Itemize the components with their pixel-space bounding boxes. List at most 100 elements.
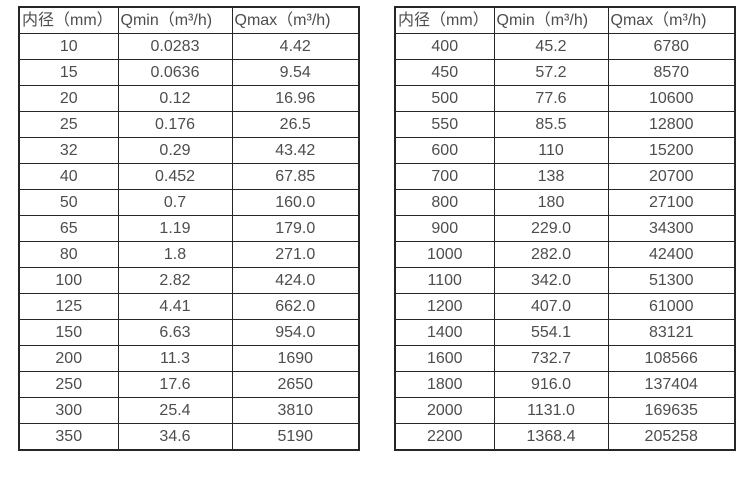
cell: 57.2 [493, 59, 609, 86]
cell: 0.12 [117, 85, 233, 112]
cell: 0.452 [117, 163, 233, 190]
cell: 65 [18, 215, 119, 242]
cell: 916.0 [493, 371, 609, 398]
cell: 450 [394, 59, 495, 86]
column-header-0: 内径（mm） [394, 6, 495, 34]
cell: 45.2 [493, 33, 609, 60]
cell: 32 [18, 137, 119, 164]
cell: 350 [18, 423, 119, 451]
cell: 83121 [607, 319, 736, 346]
cell: 125 [18, 293, 119, 320]
table-row: 40 0.452 67.85 [18, 163, 360, 190]
table-row: 1100 342.0 51300 [394, 267, 736, 294]
table-row: 10 0.0283 4.42 [18, 33, 360, 60]
table-row: 900 229.0 34300 [394, 215, 736, 242]
cell: 34.6 [117, 423, 233, 451]
cell: 137404 [607, 371, 736, 398]
table-row: 65 1.19 179.0 [18, 215, 360, 242]
cell: 700 [394, 163, 495, 190]
cell: 26.5 [231, 111, 360, 138]
cell: 27100 [607, 189, 736, 216]
cell: 51300 [607, 267, 736, 294]
cell: 732.7 [493, 345, 609, 372]
table-row: 150 6.63 954.0 [18, 319, 360, 346]
cell: 25 [18, 111, 119, 138]
column-header-2: Qmax（m³/h) [231, 6, 360, 34]
table-row: 800 180 27100 [394, 189, 736, 216]
cell: 108566 [607, 345, 736, 372]
cell: 0.0636 [117, 59, 233, 86]
cell: 407.0 [493, 293, 609, 320]
cell: 11.3 [117, 345, 233, 372]
table-row: 32 0.29 43.42 [18, 137, 360, 164]
cell: 1.8 [117, 241, 233, 268]
header-row: 内径（mm） Qmin（m³/h) Qmax（m³/h) [394, 6, 736, 34]
cell: 662.0 [231, 293, 360, 320]
column-header-2: Qmax（m³/h) [607, 6, 736, 34]
column-header-1: Qmin（m³/h) [493, 6, 609, 34]
column-header-0: 内径（mm） [18, 6, 119, 34]
cell: 20 [18, 85, 119, 112]
cell: 900 [394, 215, 495, 242]
cell: 2.82 [117, 267, 233, 294]
cell: 800 [394, 189, 495, 216]
cell: 271.0 [231, 241, 360, 268]
cell: 16.96 [231, 85, 360, 112]
cell: 550 [394, 111, 495, 138]
column-header-1: Qmin（m³/h) [117, 6, 233, 34]
cell: 150 [18, 319, 119, 346]
cell: 8570 [607, 59, 736, 86]
cell: 77.6 [493, 85, 609, 112]
cell: 400 [394, 33, 495, 60]
cell: 0.0283 [117, 33, 233, 60]
cell: 42400 [607, 241, 736, 268]
cell: 138 [493, 163, 609, 190]
cell: 17.6 [117, 371, 233, 398]
cell: 100 [18, 267, 119, 294]
cell: 34300 [607, 215, 736, 242]
cell: 1000 [394, 241, 495, 268]
table-row: 600 110 15200 [394, 137, 736, 164]
table-row: 200 11.3 1690 [18, 345, 360, 372]
cell: 85.5 [493, 111, 609, 138]
cell: 9.54 [231, 59, 360, 86]
cell: 2200 [394, 423, 495, 451]
cell: 1400 [394, 319, 495, 346]
cell: 10 [18, 33, 119, 60]
cell: 6.63 [117, 319, 233, 346]
flow-rate-table-large-diameters: 内径（mm） Qmin（m³/h) Qmax（m³/h) 400 45.2 6780 450… [394, 6, 736, 451]
cell: 110 [493, 137, 609, 164]
cell: 43.42 [231, 137, 360, 164]
table-row: 300 25.4 3810 [18, 397, 360, 424]
cell: 169635 [607, 397, 736, 424]
cell: 1131.0 [493, 397, 609, 424]
cell: 0.29 [117, 137, 233, 164]
cell: 4.41 [117, 293, 233, 320]
cell: 40 [18, 163, 119, 190]
cell: 1200 [394, 293, 495, 320]
cell: 205258 [607, 423, 736, 451]
cell: 5190 [231, 423, 360, 451]
cell: 250 [18, 371, 119, 398]
table-row: 50 0.7 160.0 [18, 189, 360, 216]
table-row: 400 45.2 6780 [394, 33, 736, 60]
cell: 3810 [231, 397, 360, 424]
table-row: 15 0.0636 9.54 [18, 59, 360, 86]
flow-rate-table-small-diameters: 内径（mm） Qmin（m³/h) Qmax（m³/h) 10 0.0283 4.42 15… [18, 6, 360, 451]
table-row: 1600 732.7 108566 [394, 345, 736, 372]
table-row: 350 34.6 5190 [18, 423, 360, 451]
cell: 1368.4 [493, 423, 609, 451]
cell: 25.4 [117, 397, 233, 424]
cell: 300 [18, 397, 119, 424]
cell: 600 [394, 137, 495, 164]
cell: 179.0 [231, 215, 360, 242]
cell: 954.0 [231, 319, 360, 346]
cell: 229.0 [493, 215, 609, 242]
cell: 4.42 [231, 33, 360, 60]
flow-rate-tables: 内径（mm） Qmin（m³/h) Qmax（m³/h) 10 0.0283 4.42 15… [18, 6, 736, 451]
cell: 80 [18, 241, 119, 268]
cell: 1800 [394, 371, 495, 398]
cell: 15200 [607, 137, 736, 164]
cell: 67.85 [231, 163, 360, 190]
cell: 200 [18, 345, 119, 372]
